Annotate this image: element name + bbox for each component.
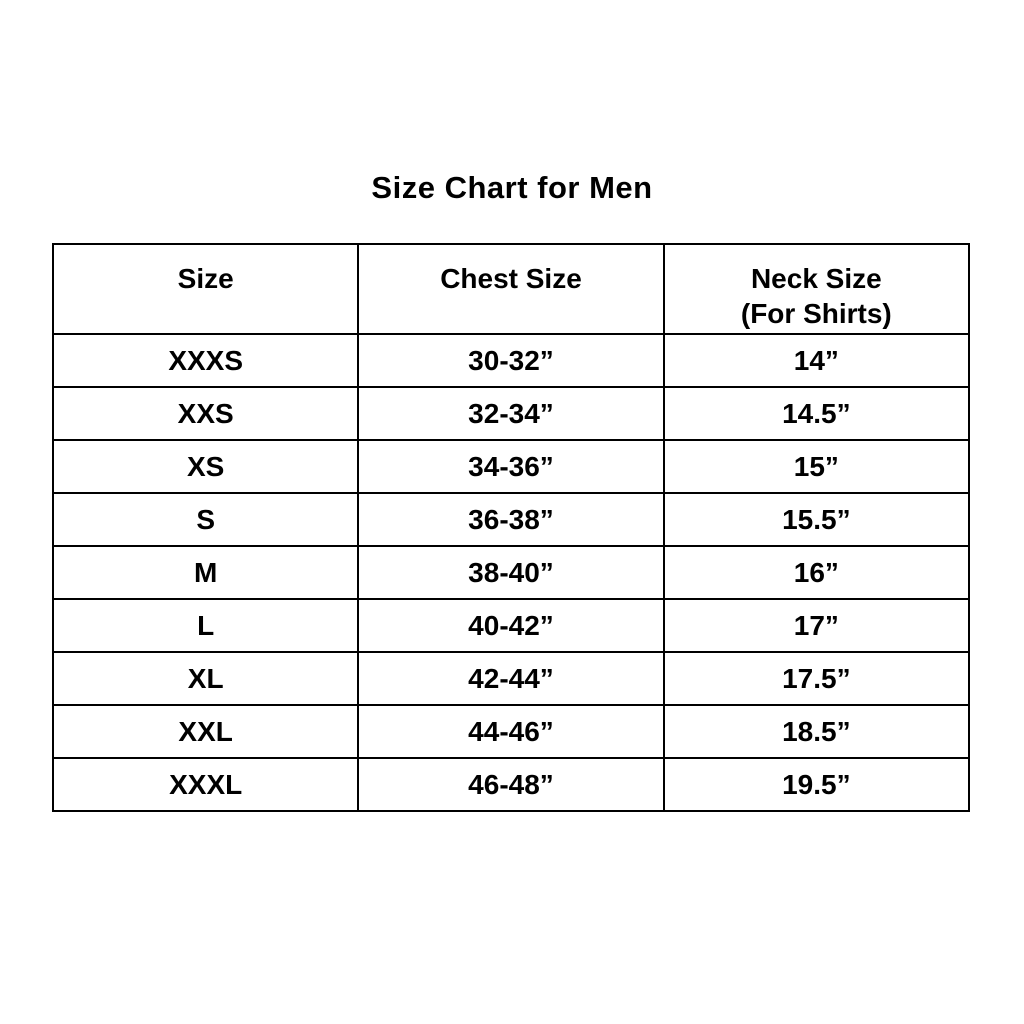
table-row: M 38-40” 16” (51, 545, 971, 600)
header-neck-size: Neck Size (For Shirts) (662, 243, 971, 335)
size-cell: S (51, 492, 360, 547)
chest-size-cell: 40-42” (357, 598, 665, 653)
header-row: Size Chest Size Neck Size (For Shirts) (51, 243, 971, 335)
chest-size-cell: 42-44” (357, 651, 665, 706)
table-row: S 36-38” 15.5” (51, 492, 971, 547)
chest-size-cell: 30-32” (357, 333, 665, 388)
size-cell: XL (51, 651, 360, 706)
header-neck-size-sublabel: (For Shirts) (740, 298, 892, 329)
table-row: XS 34-36” 15” (51, 439, 971, 494)
table-row: XXS 32-34” 14.5” (51, 386, 971, 441)
table-row: XXXL 46-48” 19.5” (51, 757, 971, 812)
size-chart-table: Size Chest Size Neck Size (For Shirts) X… (51, 243, 971, 812)
table-body: XXXS 30-32” 14” XXS 32-34” 14.5” XS 34-3… (51, 333, 971, 812)
neck-size-cell: 15.5” (662, 492, 971, 547)
size-cell: XXL (51, 704, 360, 759)
table-row: L 40-42” 17” (51, 598, 971, 653)
table-row: XL 42-44” 17.5” (51, 651, 971, 706)
size-cell: XXS (51, 386, 360, 441)
neck-size-cell: 15” (662, 439, 971, 494)
neck-size-cell: 17.5” (662, 651, 971, 706)
header-size: Size (51, 243, 360, 335)
neck-size-cell: 14.5” (662, 386, 971, 441)
chest-size-cell: 38-40” (357, 545, 665, 600)
neck-size-cell: 19.5” (662, 757, 971, 812)
size-cell: L (51, 598, 360, 653)
neck-size-cell: 17” (662, 598, 971, 653)
chest-size-cell: 34-36” (357, 439, 665, 494)
neck-size-cell: 14” (662, 333, 971, 388)
chest-size-cell: 44-46” (357, 704, 665, 759)
table-header: Size Chest Size Neck Size (For Shirts) (51, 243, 971, 335)
chest-size-cell: 32-34” (357, 386, 665, 441)
size-cell: XXXL (51, 757, 360, 812)
table-row: XXXS 30-32” 14” (51, 333, 971, 388)
header-chest-size: Chest Size (357, 243, 665, 335)
size-cell: XS (51, 439, 360, 494)
chest-size-cell: 46-48” (357, 757, 665, 812)
size-cell: XXXS (51, 333, 360, 388)
table-row: XXL 44-46” 18.5” (51, 704, 971, 759)
header-chest-size-label: Chest Size (440, 263, 582, 294)
chest-size-cell: 36-38” (357, 492, 665, 547)
size-cell: M (51, 545, 360, 600)
neck-size-cell: 16” (662, 545, 971, 600)
neck-size-cell: 18.5” (662, 704, 971, 759)
header-size-label: Size (177, 263, 234, 294)
header-neck-size-label: Neck Size (750, 263, 882, 294)
page-title: Size Chart for Men (371, 170, 653, 205)
